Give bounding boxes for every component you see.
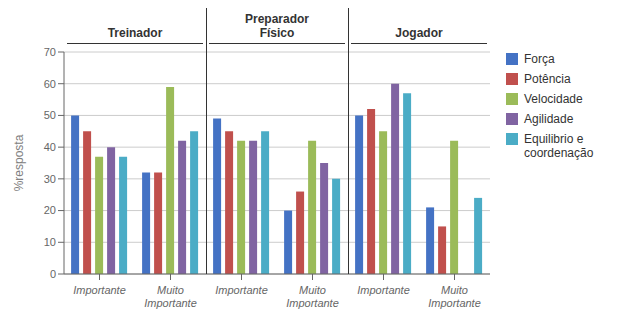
svg-text:60: 60 — [44, 78, 56, 90]
svg-text:10: 10 — [44, 236, 56, 248]
svg-text:70: 70 — [44, 46, 56, 58]
html-text:Jogador: Jogador — [395, 26, 443, 40]
svg-text:%resposta: %resposta — [12, 134, 26, 191]
html-text:Treinador: Treinador — [107, 26, 163, 40]
svg-text:0: 0 — [50, 268, 56, 280]
svg-text:20: 20 — [44, 204, 56, 216]
svg-text:50: 50 — [44, 109, 56, 121]
html-text:Equilibrio e coordenação: Equilibrio e coordenação — [524, 132, 594, 160]
svg-text:Importante: Importante — [73, 284, 126, 296]
svg-text:Importante: Importante — [357, 284, 410, 296]
svg-text:MuitoImportante: MuitoImportante — [428, 284, 481, 309]
svg-text:40: 40 — [44, 141, 56, 153]
svg-text:30: 30 — [44, 173, 56, 185]
html-text:Potência: Potência — [524, 72, 571, 86]
html-text:Força: Força — [524, 52, 555, 66]
svg-text:MuitoImportante: MuitoImportante — [286, 284, 339, 309]
html-text:Preparador Físico: Preparador Físico — [245, 12, 309, 40]
svg-text:Importante: Importante — [215, 284, 268, 296]
svg-text:MuitoImportante: MuitoImportante — [144, 284, 197, 309]
html-text:Velocidade: Velocidade — [524, 92, 583, 106]
html-text:Agilidade: Agilidade — [524, 112, 574, 126]
